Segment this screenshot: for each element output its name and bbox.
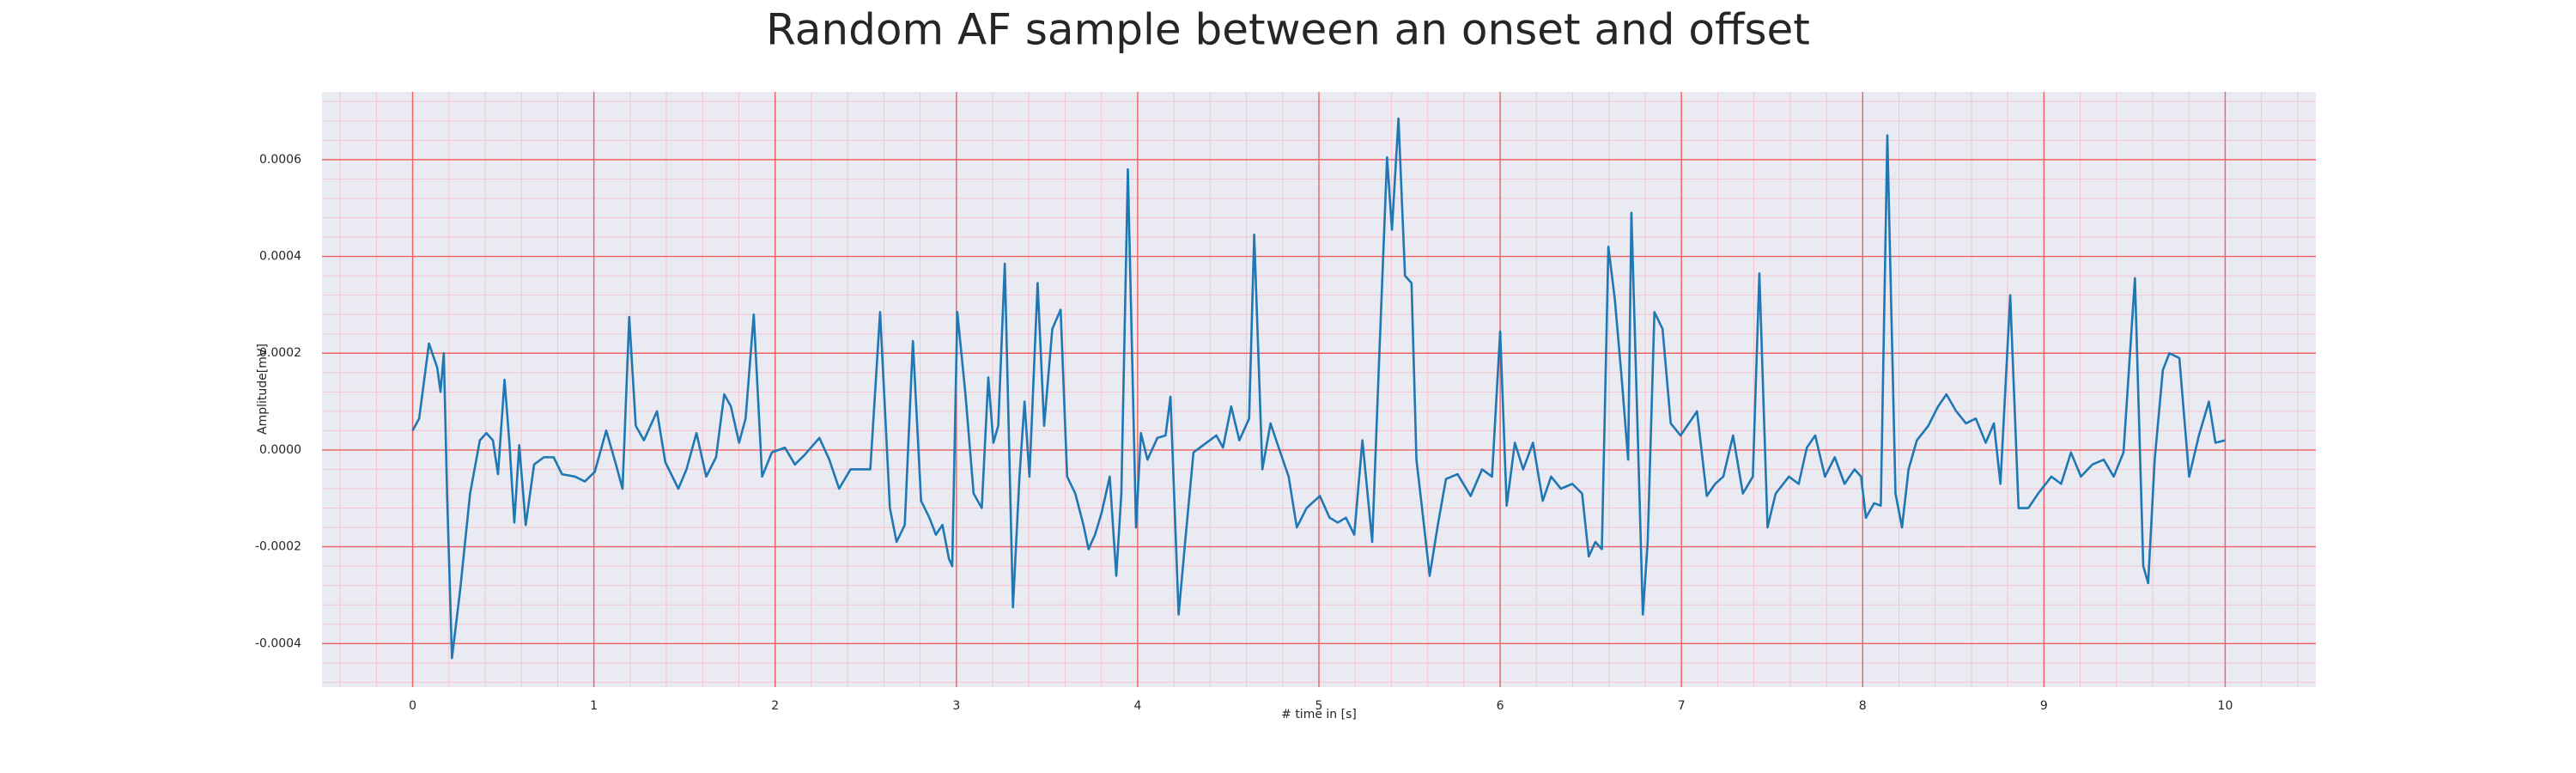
- y-tick-label: 0.0002: [259, 346, 301, 360]
- x-tick-label: 4: [1133, 699, 1141, 713]
- x-tick-label: 9: [2040, 699, 2048, 713]
- x-tick-label: 7: [1678, 699, 1686, 713]
- x-tick-label: 1: [590, 699, 598, 713]
- y-tick-label: 0.0000: [259, 443, 301, 457]
- x-tick-label: 8: [1859, 699, 1867, 713]
- y-axis-label: Amplitude[mV]: [256, 344, 270, 435]
- x-tick-label: 0: [409, 699, 416, 713]
- y-tick-label: 0.0006: [259, 153, 301, 167]
- x-axis-label: # time in [s]: [1281, 708, 1357, 721]
- y-tick-label: -0.0004: [255, 636, 301, 650]
- x-tick-label: 6: [1497, 699, 1504, 713]
- x-tick-label: 5: [1315, 699, 1323, 713]
- x-tick-label: 2: [771, 699, 779, 713]
- chart-title: Random AF sample between an onset and of…: [766, 5, 1810, 55]
- signal-line: [411, 117, 2226, 660]
- x-tick-label: 10: [2218, 699, 2233, 713]
- x-tick-label: 3: [952, 699, 960, 713]
- y-tick-label: -0.0002: [255, 540, 301, 554]
- y-tick-label: 0.0004: [259, 250, 301, 264]
